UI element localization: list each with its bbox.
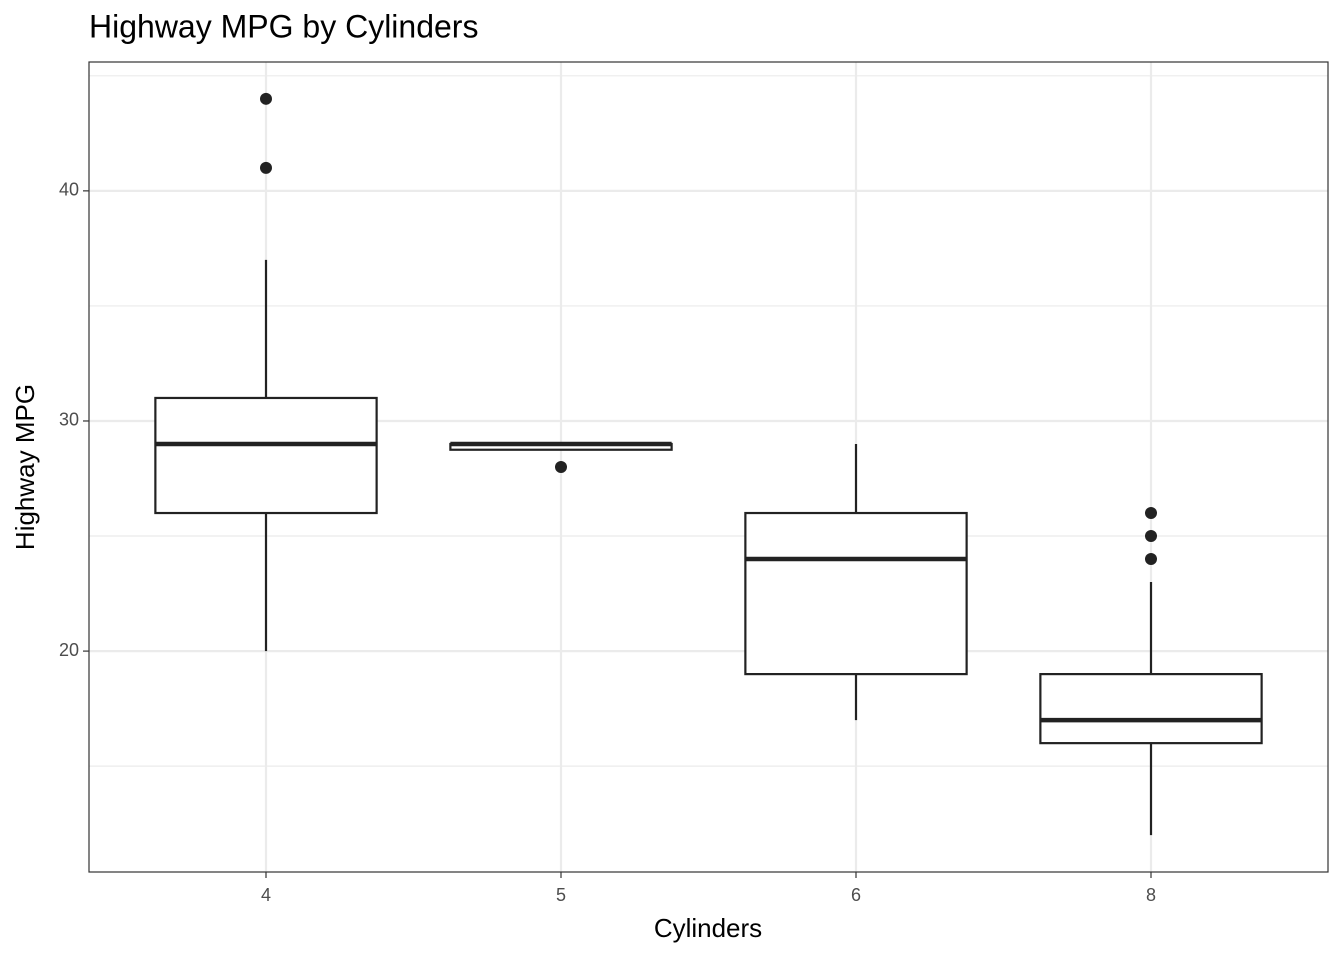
y-tick-label: 40 — [59, 180, 79, 200]
y-tick-label: 20 — [59, 640, 79, 660]
chart-title: Highway MPG by Cylinders — [89, 8, 478, 44]
box — [154, 396, 378, 515]
x-tick-label: 4 — [261, 885, 271, 905]
outlier — [260, 161, 272, 174]
panel-border — [88, 61, 1329, 873]
x-axis-label: Cylinders — [654, 913, 762, 943]
box — [1039, 673, 1263, 745]
x-tick-label: 5 — [556, 885, 566, 905]
y-axis-label: Highway MPG — [10, 384, 40, 550]
outlier — [1145, 507, 1157, 520]
y-tick-label: 30 — [59, 410, 79, 430]
x-tick-label: 8 — [1146, 885, 1156, 905]
outlier — [260, 92, 272, 105]
outlier — [1145, 553, 1157, 566]
box — [744, 511, 968, 676]
outlier — [1145, 530, 1157, 543]
outlier — [555, 461, 567, 473]
x-tick-label: 6 — [851, 885, 861, 905]
